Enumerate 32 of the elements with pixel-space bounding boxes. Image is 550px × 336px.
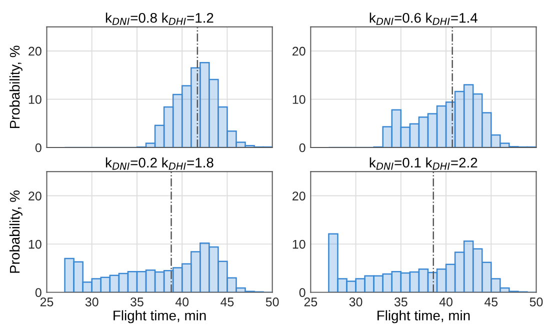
y-tick-label: 0 bbox=[35, 288, 42, 297]
chart-title: k$_{DNI}$=0.1 k$_{DHI}$=2.2 bbox=[370, 157, 478, 170]
y-tick-label: 0 bbox=[35, 143, 42, 152]
y-tick-label: 20 bbox=[28, 46, 42, 56]
y-tick-label: 0 bbox=[299, 288, 306, 297]
x-tick-label: 25 bbox=[304, 298, 318, 306]
y-tick-label: 20 bbox=[292, 46, 306, 56]
x-tick-label: 25 bbox=[40, 298, 54, 306]
x-tick-label: 35 bbox=[130, 298, 144, 306]
chart-title: k$_{DNI}$=0.2 k$_{DHI}$=1.8 bbox=[106, 157, 214, 170]
y-axis-title: Probability, % bbox=[9, 46, 22, 128]
x-tick-label: 40 bbox=[175, 298, 189, 306]
x-tick-label: 50 bbox=[266, 298, 279, 306]
chart-title: k$_{DNI}$=0.8 k$_{DHI}$=1.2 bbox=[106, 12, 214, 25]
chart-title: k$_{DNI}$=0.6 k$_{DHI}$=1.4 bbox=[370, 12, 478, 25]
y-tick-label: 10 bbox=[292, 240, 306, 249]
y-tick-label: 0 bbox=[299, 143, 306, 152]
y-tick-label: 20 bbox=[292, 192, 306, 200]
x-tick-label: 40 bbox=[439, 298, 452, 306]
x-tick-label: 45 bbox=[484, 298, 498, 306]
y-axis-title: Probability, % bbox=[9, 190, 22, 273]
y-tick-label: 10 bbox=[28, 240, 42, 249]
x-tick-label: 45 bbox=[220, 298, 234, 306]
x-tick-label: 30 bbox=[85, 298, 98, 306]
y-tick-label: 20 bbox=[28, 192, 42, 200]
y-tick-label: 10 bbox=[292, 95, 306, 104]
x-axis-title: Flight time, min bbox=[378, 310, 470, 324]
x-axis-title: Flight time, min bbox=[114, 310, 206, 324]
y-tick-label: 10 bbox=[28, 95, 42, 104]
x-tick-label: 35 bbox=[394, 298, 408, 306]
x-tick-label: 30 bbox=[349, 298, 362, 306]
x-tick-label: 50 bbox=[530, 298, 543, 306]
